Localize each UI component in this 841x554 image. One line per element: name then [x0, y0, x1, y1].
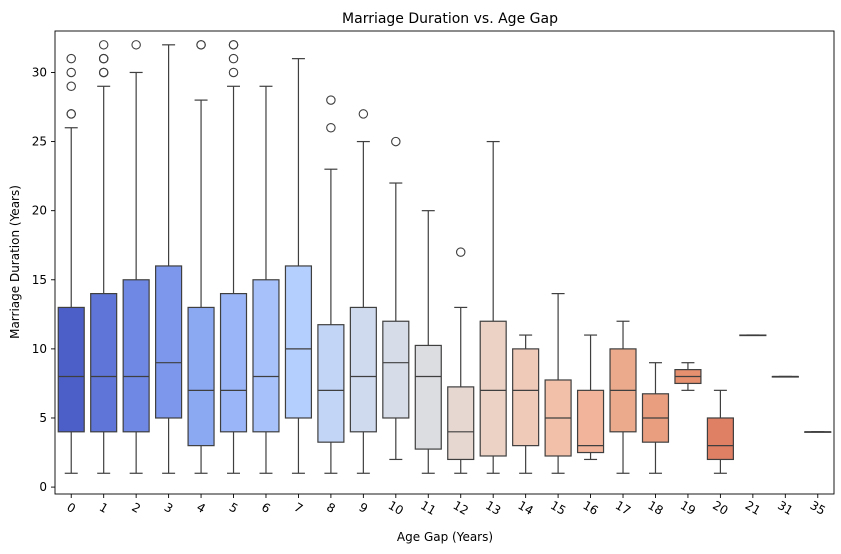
box-9	[349, 109, 377, 474]
box-iqr	[479, 320, 507, 457]
outlier-point	[131, 40, 141, 50]
box-0	[57, 53, 85, 474]
box-6	[252, 85, 280, 474]
x-tick-label: 18	[645, 498, 665, 518]
box-15	[544, 292, 572, 474]
x-tick-label: 5	[227, 500, 241, 516]
box-iqr	[414, 344, 442, 450]
y-tick-label: 15	[32, 273, 47, 287]
plot-frame	[54, 30, 835, 495]
box-iqr	[317, 324, 345, 443]
box-35	[804, 431, 832, 433]
x-tick-label: 14	[516, 498, 536, 518]
box-8	[317, 95, 345, 474]
chart-title: Marriage Duration vs. Age Gap	[342, 11, 558, 27]
x-tick-label: 15	[548, 498, 568, 518]
box-iqr	[122, 279, 150, 433]
box-5	[219, 40, 248, 474]
y-tick-label: 30	[32, 65, 47, 79]
box-iqr	[706, 417, 734, 461]
outlier-point	[326, 95, 336, 105]
outlier-point	[228, 40, 239, 50]
box-13	[479, 140, 507, 474]
x-tick-label: 4	[194, 500, 208, 516]
y-tick-label: 20	[32, 204, 47, 218]
outlier-point	[455, 247, 466, 257]
x-tick-label: 2	[129, 500, 143, 516]
x-tick-label: 20	[710, 498, 730, 518]
box-17	[609, 320, 637, 474]
x-tick-label: 21	[743, 498, 763, 518]
x-tick-label: 6	[259, 500, 273, 516]
box-11	[414, 210, 442, 474]
x-tick-label: 7	[292, 500, 306, 516]
box-3	[155, 44, 183, 474]
x-tick-label: 12	[451, 498, 471, 518]
y-tick-label: 0	[39, 480, 47, 494]
outlier-point	[98, 67, 109, 78]
box-iqr	[382, 320, 410, 419]
box-14	[512, 334, 540, 474]
box-10	[382, 136, 410, 461]
y-tick-label: 5	[39, 411, 47, 425]
chart-marks	[57, 40, 832, 474]
box-iqr	[219, 292, 248, 433]
y-tick-label: 10	[32, 342, 47, 356]
x-axis: 0 1 2 3 4 5 6 7 8 9 10 11 12 13 14 15 16 17 18 19 20 21 31 35	[64, 494, 828, 518]
box-19	[674, 362, 702, 391]
x-tick-label: 10	[386, 498, 406, 518]
y-axis: 0 5 10 15 20 25 30	[32, 65, 55, 494]
x-tick-label: 1	[97, 500, 111, 516]
outlier-point	[228, 53, 239, 64]
outlier-point	[66, 53, 76, 64]
x-tick-label: 11	[418, 498, 438, 518]
box-31	[771, 375, 799, 378]
box-iqr	[90, 292, 118, 433]
outlier-point	[66, 67, 76, 78]
x-tick-label: 8	[324, 500, 338, 516]
outlier-point	[358, 109, 369, 119]
y-axis-label: Marriage Duration (Years)	[8, 185, 22, 339]
box-18	[641, 362, 670, 474]
x-tick-label: 17	[613, 498, 633, 518]
outlier-point	[98, 40, 109, 50]
outlier-point	[228, 67, 239, 78]
box-16	[576, 334, 605, 461]
box-2	[122, 40, 150, 474]
box-12	[447, 247, 475, 474]
outlier-point	[391, 136, 401, 147]
y-tick-label: 25	[32, 135, 47, 149]
outlier-point	[98, 53, 109, 64]
box-1	[90, 40, 118, 474]
box-iqr	[512, 348, 540, 447]
box-21	[739, 334, 767, 337]
box-iqr	[252, 279, 280, 433]
box-iqr	[284, 265, 313, 419]
outlier-point	[66, 81, 76, 92]
outlier-point	[66, 109, 76, 119]
x-tick-label: 19	[678, 498, 698, 518]
box-iqr	[187, 306, 215, 447]
box-iqr	[447, 386, 475, 461]
box-iqr	[349, 306, 377, 433]
x-tick-label: 9	[357, 500, 371, 516]
x-tick-label: 0	[64, 500, 78, 516]
outlier-point	[326, 122, 336, 133]
box-7	[284, 58, 313, 474]
x-tick-label: 16	[580, 498, 600, 518]
outlier-point	[196, 40, 206, 50]
x-axis-label: Age Gap (Years)	[397, 530, 493, 544]
box-iqr	[576, 389, 605, 454]
x-tick-label: 3	[162, 500, 176, 516]
x-tick-label: 13	[483, 498, 503, 518]
x-tick-label: 35	[808, 498, 828, 518]
box-4	[187, 40, 215, 474]
box-iqr	[155, 265, 183, 419]
box-iqr	[57, 306, 85, 433]
x-tick-label: 31	[775, 498, 795, 518]
box-20	[706, 389, 734, 474]
